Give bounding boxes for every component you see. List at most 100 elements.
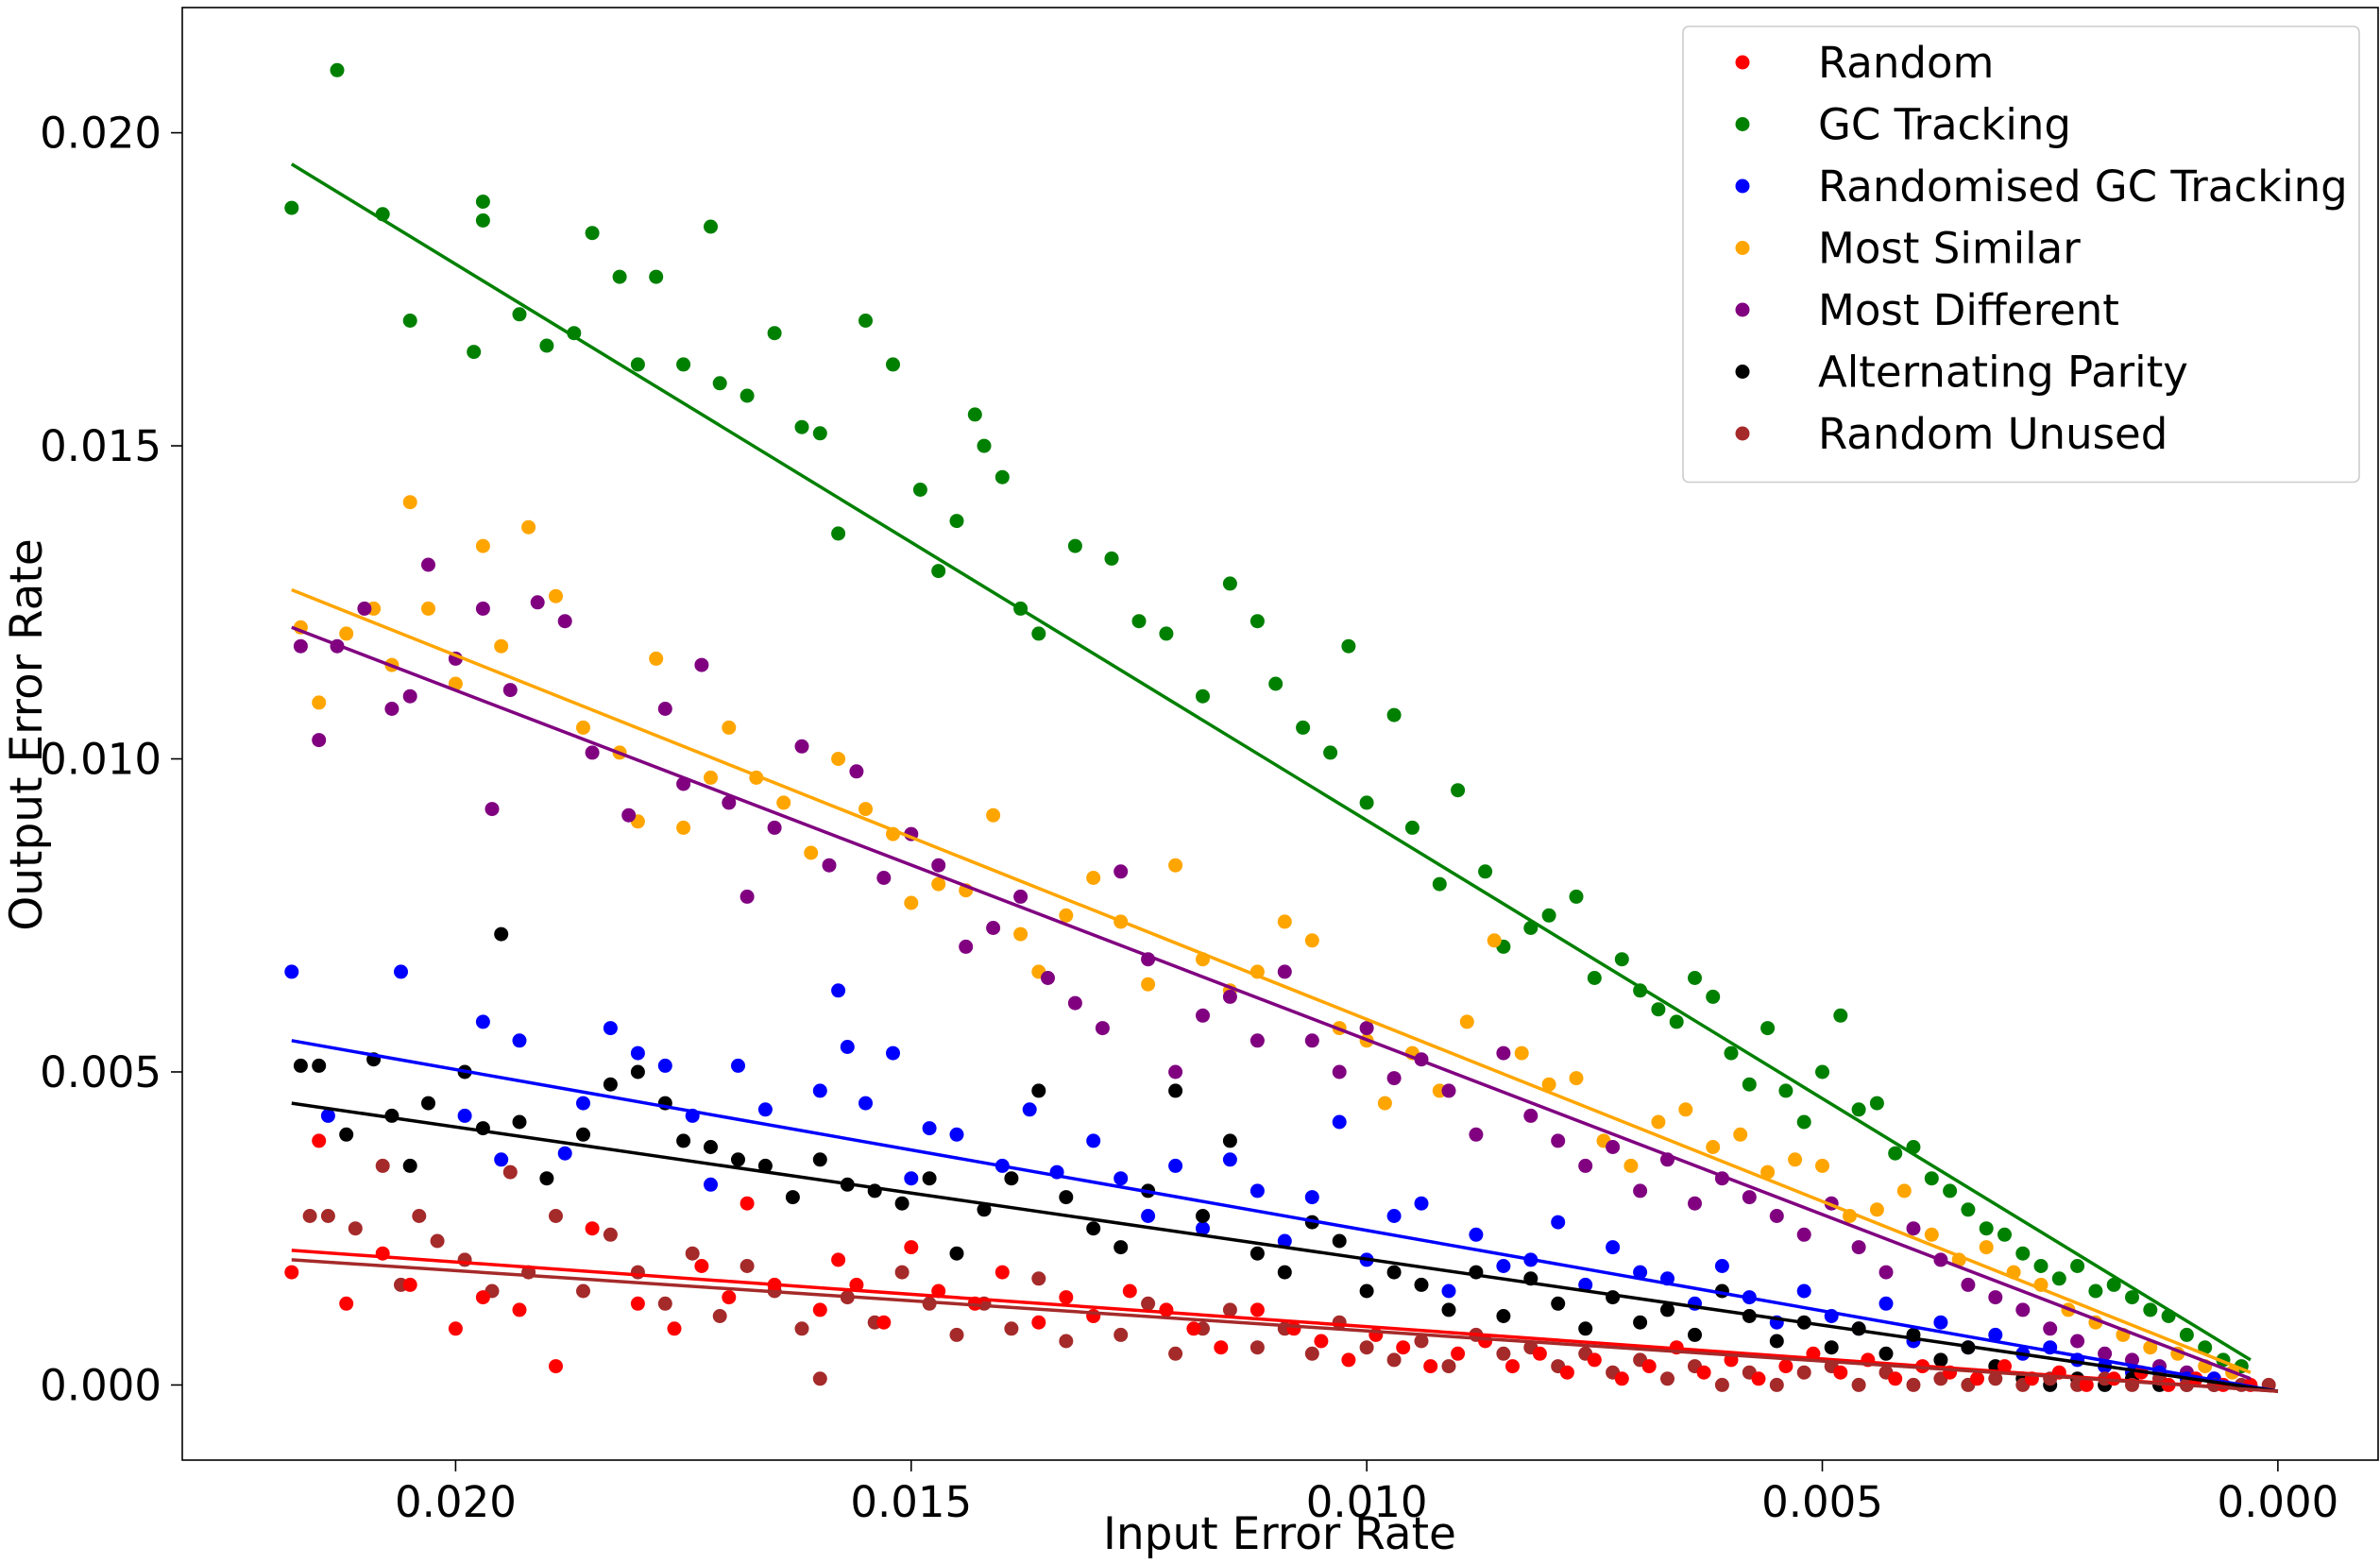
point-most-different-15	[657, 702, 672, 716]
point-random-27	[1122, 1284, 1137, 1299]
point-random-50	[1778, 1359, 1794, 1374]
point-alternating-parity-36	[1222, 1133, 1237, 1148]
point-random-unused-5	[412, 1209, 427, 1223]
point-randomised-gc-tracking-56	[1878, 1296, 1894, 1311]
point-random-47	[1696, 1365, 1711, 1380]
legend-marker-randomised-gc-tracking	[1735, 178, 1750, 194]
point-random-unused-16	[685, 1246, 700, 1261]
point-most-similar-47	[1487, 933, 1502, 948]
point-gc-tracking-21	[831, 526, 846, 541]
point-most-similar-63	[1924, 1227, 1939, 1242]
point-most-similar-29	[1013, 926, 1028, 942]
point-most-different-60	[1851, 1240, 1866, 1255]
point-most-similar-46	[1459, 1014, 1474, 1029]
point-randomised-gc-tracking-60	[1988, 1327, 2003, 1342]
point-gc-tracking-85	[2179, 1327, 2194, 1342]
point-alternating-parity-31	[1086, 1221, 1101, 1236]
point-most-similar-12	[576, 720, 590, 735]
point-gc-tracking-0	[284, 200, 299, 215]
point-most-similar-53	[1651, 1114, 1666, 1130]
point-most-different-22	[822, 858, 837, 873]
point-alternating-parity-17	[704, 1140, 718, 1154]
point-gc-tracking-51	[1541, 908, 1556, 923]
point-gc-tracking-66	[1833, 1008, 1848, 1023]
point-gc-tracking-43	[1359, 795, 1374, 810]
point-gc-tracking-79	[2070, 1259, 2085, 1273]
point-gc-tracking-27	[967, 407, 982, 422]
point-randomised-gc-tracking-3	[457, 1108, 472, 1123]
legend-label-randomised-gc-tracking: Randomised GC Tracking	[1818, 162, 2348, 212]
point-randomised-gc-tracking-50	[1714, 1259, 1729, 1273]
point-gc-tracking-33	[1104, 551, 1119, 566]
point-random-61	[2079, 1377, 2094, 1392]
point-gc-tracking-8	[539, 338, 554, 353]
point-alternating-parity-26	[949, 1246, 964, 1261]
point-alternating-parity-48	[1551, 1296, 1566, 1311]
legend: Random GC Tracking Randomised GC Tracking M…	[1682, 26, 2360, 484]
point-randomised-gc-tracking-39	[1414, 1196, 1429, 1211]
point-alternating-parity-49	[1578, 1321, 1593, 1336]
point-alternating-parity-0	[293, 1058, 308, 1073]
point-random-unused-39	[1304, 1346, 1319, 1361]
point-most-different-48	[1523, 1108, 1538, 1123]
point-gc-tracking-19	[794, 419, 809, 434]
point-most-similar-22	[831, 752, 846, 766]
point-random-unused-1	[320, 1209, 335, 1223]
point-gc-tracking-42	[1341, 638, 1356, 654]
point-most-different-62	[1906, 1221, 1921, 1236]
point-randomised-gc-tracking-58	[1933, 1315, 1948, 1330]
point-most-different-19	[740, 889, 755, 904]
point-random-unused-46	[1496, 1346, 1511, 1361]
point-most-different-69	[2098, 1346, 2113, 1361]
point-gc-tracking-3	[402, 314, 417, 328]
point-most-similar-10	[521, 519, 536, 535]
point-gc-tracking-17	[740, 388, 755, 403]
point-gc-tracking-22	[858, 314, 873, 328]
point-random-24	[1031, 1315, 1046, 1330]
point-alternating-parity-16	[676, 1133, 691, 1148]
point-random-52	[1833, 1365, 1848, 1380]
point-alternating-parity-18	[731, 1152, 745, 1167]
point-most-different-12	[557, 614, 572, 629]
point-random-18	[849, 1277, 864, 1292]
point-alternating-parity-51	[1633, 1315, 1648, 1330]
point-gc-tracking-52	[1569, 889, 1584, 904]
y-tick-label: 0.020	[40, 109, 162, 159]
point-randomised-gc-tracking-31	[1196, 1221, 1210, 1236]
point-random-unused-2	[348, 1221, 363, 1236]
point-random-36	[1396, 1340, 1411, 1355]
point-gc-tracking-57	[1669, 1014, 1684, 1029]
y-axis-label: Output Error Rate	[1, 538, 53, 930]
point-gc-tracking-37	[1222, 576, 1237, 591]
point-most-similar-28	[986, 808, 1001, 823]
point-most-similar-21	[804, 845, 819, 860]
point-alternating-parity-5	[402, 1158, 417, 1173]
point-randomised-gc-tracking-36	[1332, 1114, 1347, 1130]
point-gc-tracking-36	[1196, 688, 1210, 704]
point-randomised-gc-tracking-9	[603, 1021, 618, 1036]
point-most-similar-43	[1377, 1096, 1392, 1111]
point-alternating-parity-9	[494, 926, 509, 942]
point-most-different-41	[1332, 1064, 1347, 1080]
point-randomised-gc-tracking-34	[1277, 1233, 1292, 1249]
point-random-unused-52	[1660, 1371, 1674, 1386]
point-random-45	[1641, 1359, 1657, 1374]
point-gc-tracking-44	[1386, 707, 1402, 722]
point-alternating-parity-2	[339, 1127, 354, 1142]
point-random-12	[694, 1259, 709, 1273]
point-random-unused-54	[1714, 1377, 1729, 1392]
point-random-unused-64	[1988, 1371, 2003, 1386]
point-most-different-18	[722, 795, 737, 810]
point-alternating-parity-12	[576, 1127, 590, 1142]
point-most-different-50	[1578, 1158, 1593, 1173]
point-randomised-gc-tracking-14	[731, 1058, 745, 1073]
point-most-similar-1	[312, 695, 327, 710]
point-random-30	[1214, 1340, 1229, 1355]
point-most-different-39	[1277, 964, 1292, 979]
point-random-unused-3	[375, 1158, 390, 1173]
point-most-different-52	[1633, 1183, 1648, 1198]
point-most-similar-59	[1815, 1158, 1829, 1173]
point-most-different-3	[357, 601, 372, 616]
point-random-0	[284, 1265, 299, 1280]
point-randomised-gc-tracking-29	[1141, 1209, 1156, 1223]
